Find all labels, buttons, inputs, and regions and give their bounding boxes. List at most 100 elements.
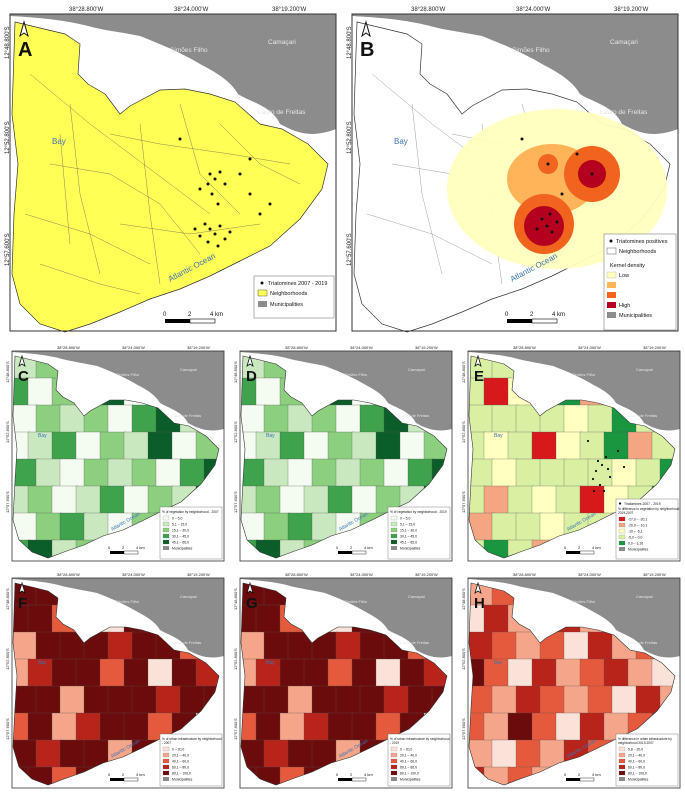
neighborhood-cell	[255, 485, 283, 516]
legend-class: 40,1 – 60,0	[628, 760, 645, 764]
panel-letter: F	[18, 595, 27, 612]
place-camacari: Camaçari	[408, 594, 425, 599]
neighborhood-cell	[515, 458, 543, 489]
panel-letter: C	[18, 368, 29, 385]
neighborhood-cell	[507, 658, 535, 689]
scale-label: 0	[564, 772, 567, 777]
neighborhood-cell	[263, 404, 291, 435]
neighborhood-cell	[287, 685, 315, 716]
neighborhood-cell	[263, 512, 291, 543]
legend-d: % of vegetation by neighborhood - 2019 0 …	[387, 506, 451, 560]
neighborhood-cell	[287, 458, 315, 489]
legend-item: Triatomines 2007 - 2019	[268, 281, 327, 287]
legend-class: 5,1 – 15,0	[172, 523, 187, 527]
neighborhood-cell	[123, 658, 151, 689]
place-camacari: Camaçari	[610, 39, 638, 46]
neighborhood-cell	[587, 631, 615, 662]
neighborhood-cell	[483, 712, 511, 743]
neighborhood-cell	[171, 431, 199, 462]
neighborhood-cell	[469, 404, 495, 435]
neighborhood-cell	[27, 431, 55, 462]
neighborhood-cell	[75, 658, 103, 689]
neighborhood-cell	[611, 458, 639, 489]
map-c: C Simões Filho Camaçari Lauro de Freitas Bay…	[5, 345, 225, 562]
tick-top: 38°24.000'W	[350, 345, 373, 350]
map-d: D Simões Filho Camaçari Lauro de Freitas Bay…	[233, 345, 453, 562]
neighborhood-cell	[515, 685, 543, 716]
place-bay: Bay	[38, 433, 47, 439]
scale-bar: 0 2 4 km	[564, 545, 601, 555]
neighborhood-cell	[335, 404, 363, 435]
kernel-density	[447, 109, 667, 269]
scale-bar-b: 0 2 4 km	[505, 312, 565, 324]
legend-class: 5,8 – 20,0	[628, 748, 643, 752]
neighborhood-cell	[99, 485, 127, 516]
legend-item: Municipalities	[172, 778, 193, 782]
legend-class: 80,1 – 100,0	[172, 772, 191, 776]
neighborhood-cell	[131, 458, 159, 489]
place-lauro-de-freitas: Lauro de Freitas	[628, 413, 657, 418]
tick-left: 12°52.800'S	[5, 421, 10, 443]
neighborhood-cell	[603, 431, 631, 462]
neighborhood-cell	[335, 631, 363, 662]
place-camacari: Camaçari	[408, 367, 425, 372]
neighborhood-cell	[399, 658, 427, 689]
neighborhood-cell	[279, 431, 307, 462]
panel-letter: B	[360, 39, 374, 61]
place-lauro-de-freitas: Lauro de Freitas	[400, 640, 429, 645]
legend-class: 0,0 – 3,16	[628, 542, 643, 546]
neighborhood-cell	[107, 404, 135, 435]
scale-label: 0	[108, 772, 111, 777]
neighborhood-cell	[131, 631, 159, 662]
tick-left: 12°48.800'S	[347, 26, 353, 59]
panel-h: H Simões Filho Camaçari Lauro de Freitas Bay…	[460, 570, 682, 792]
neighborhood-cell	[99, 658, 127, 689]
neighborhood-cell	[303, 485, 331, 516]
legend-class: 45,1 – 65,0	[172, 541, 189, 545]
neighborhood-cell	[335, 458, 363, 489]
legend-item: Municipalities	[619, 313, 652, 319]
neighborhood-cell	[483, 658, 511, 689]
legend-class: 5,1 – 15,0	[400, 523, 415, 527]
neighborhood-cell	[263, 631, 291, 662]
tick-left: 12°57.600'S	[461, 491, 466, 513]
neighborhood-cell	[351, 431, 379, 462]
legend-class: 0 – 5,0	[400, 517, 410, 521]
neighborhood-cell	[35, 631, 63, 662]
neighborhood-cell	[539, 685, 567, 716]
legend-item: Municipalities	[400, 547, 421, 551]
neighborhood-lines-a	[24, 73, 301, 295]
tick-left: 12°48.800'S	[5, 26, 11, 59]
north-arrow	[474, 354, 482, 367]
neighborhood-cell	[287, 512, 315, 543]
legend-b: Triatomines positives Neighborhoods Kern…	[603, 233, 677, 331]
place-simoes-filho: Simões Filho	[116, 599, 140, 604]
tick-left: 12°57.600'S	[233, 491, 238, 513]
tick-left: 12°48.800'S	[5, 361, 10, 383]
place-camacari: Camaçari	[268, 39, 296, 46]
tick-top: 38°19.200'W	[272, 7, 307, 13]
tick-left: 12°48.800'S	[233, 361, 238, 383]
place-bay: Bay	[38, 660, 47, 666]
place-bay: Bay	[394, 137, 408, 146]
neighborhood-cell	[515, 512, 543, 543]
scale-label: 0	[564, 545, 567, 550]
tick-top: 38°28.800'W	[69, 7, 104, 13]
tick-top: 38°24.000'W	[578, 345, 601, 350]
neighborhood-cell	[359, 458, 387, 489]
legend-title: % of vegetation by neighborhood - 2007	[162, 510, 219, 514]
neighborhood-cell	[483, 485, 511, 516]
neighborhood-cell	[59, 739, 87, 770]
neighborhood-cell	[131, 685, 159, 716]
neighborhood-cell	[311, 458, 339, 489]
neighborhood-cell	[399, 431, 427, 462]
panel-d: D Simões Filho Camaçari Lauro de Freitas Bay…	[232, 343, 454, 565]
legend-item: Triatomines 2007 - 2019	[624, 502, 661, 506]
municipalities-area	[12, 578, 224, 658]
north-arrow-b	[361, 20, 371, 38]
place-lauro-de-freitas: Lauro de Freitas	[628, 640, 657, 645]
scale-label: 4 km	[136, 772, 145, 777]
panel-letter: G	[246, 595, 258, 612]
neighborhood-cell	[51, 712, 79, 743]
legend-item: Neighborhoods	[270, 291, 308, 297]
